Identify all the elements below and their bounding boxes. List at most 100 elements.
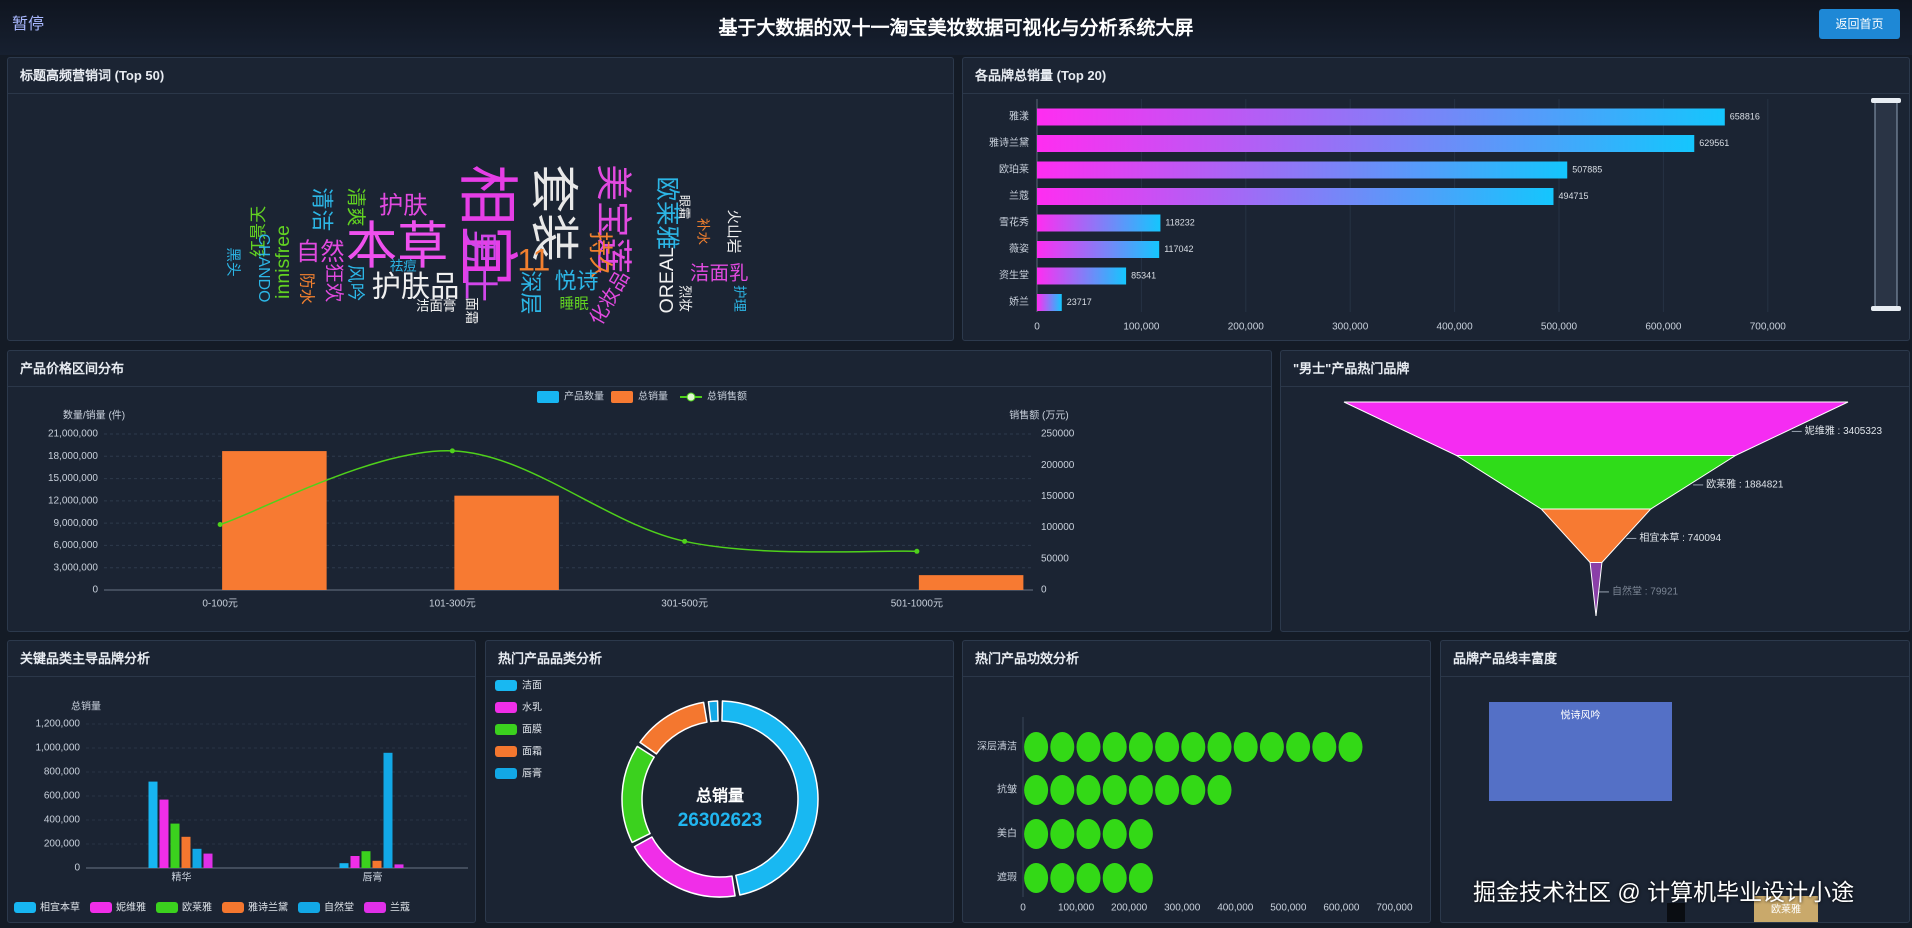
legend-swatch (495, 746, 517, 757)
data-label: 相宜本草 : 740094 (1639, 531, 1721, 544)
y-tick-label: 1,000,000 (36, 743, 81, 754)
bar (203, 853, 213, 868)
chart: 0 100,000 200,000 300,000 400,000 500,000 600,… (989, 98, 1901, 333)
bar (192, 848, 202, 868)
panel-title: 品牌产品线丰富度 (1441, 641, 1909, 677)
word: 清洁 (310, 188, 335, 232)
panel-title: 关键品类主导品牌分析 (8, 641, 475, 677)
legend-swatch (495, 680, 517, 691)
word: 持久 (586, 231, 613, 280)
back-button[interactable]: 返回首页 (1819, 9, 1900, 39)
legend-swatch (14, 902, 36, 913)
x-tick-label: 0-100元 (202, 599, 238, 610)
data-label: 23717 (1067, 297, 1092, 307)
line-point (449, 448, 455, 454)
chart: 0 100,000 200,000 300,000 400,000 500,000 600,… (977, 717, 1413, 914)
symbol (1181, 775, 1206, 805)
symbol (1076, 775, 1101, 805)
word: 烈妆 (677, 285, 692, 312)
word: 面霜 (464, 297, 479, 324)
center-value: 26302623 (678, 810, 763, 831)
funnel-layer (1454, 455, 1738, 510)
legend-swatch (298, 902, 320, 913)
y-tick-label: 雅诗兰黛 (989, 136, 1029, 149)
treemap-node (1489, 702, 1672, 801)
legend-label: 欧莱雅 (182, 901, 212, 914)
bar (339, 863, 349, 868)
legend-label: 雅诗兰黛 (248, 901, 288, 914)
x-tick-label: 301-500元 (661, 599, 708, 610)
symbol (1181, 732, 1206, 762)
y-tick-label: 深层清洁 (977, 740, 1017, 753)
pictorial-bar (1024, 819, 1153, 849)
y-tick-label: 遮瑕 (997, 871, 1017, 884)
symbol (1050, 819, 1075, 849)
symbol (1102, 863, 1127, 893)
data-label: 妮维雅 : 3405323 (1805, 424, 1883, 437)
data-label: 629561 (1699, 138, 1729, 148)
word: 清爽 (344, 188, 366, 227)
word: innisfree (272, 225, 294, 299)
y-tick-label: 雪花秀 (999, 216, 1029, 229)
y-tick-label: 12,000,000 (48, 495, 98, 506)
legend-swatch (156, 902, 178, 913)
word: 护理 (732, 285, 747, 312)
y2-tick-label: 200000 (1041, 460, 1075, 471)
y-tick-label: 9,000,000 (54, 518, 99, 529)
bar (1037, 188, 1554, 205)
legend-label: 唇膏 (522, 767, 542, 780)
bar (372, 860, 382, 868)
x-tick-label: 101-300元 (429, 599, 476, 610)
legend-label: 产品数量 (564, 390, 604, 403)
word: 深层 (518, 271, 543, 315)
symbol (1312, 732, 1337, 762)
y-axis-title: 数量/销量 (件) (63, 409, 125, 422)
symbol (1207, 775, 1232, 805)
legend-label: 兰蔻 (390, 901, 410, 914)
bar (1037, 241, 1160, 258)
legend-swatch (364, 902, 386, 913)
bar (383, 752, 393, 868)
bar (361, 851, 371, 868)
chart: 0 200,000 400,000 600,000 800,000 1,000,000 1,… (14, 700, 468, 914)
symbol (1076, 819, 1101, 849)
doughnut-slice (721, 700, 819, 896)
word: 狂欢 (322, 263, 344, 302)
legend-label: 洁面 (522, 679, 542, 692)
symbol (1102, 819, 1127, 849)
word: 黑头 (225, 247, 242, 276)
x-tick-label: 300,000 (1164, 903, 1201, 914)
y-tick-label: 400,000 (44, 815, 81, 826)
word: 眼霜 (678, 195, 692, 219)
data-label: 494715 (1558, 191, 1588, 201)
pause-button[interactable]: 暂停 (12, 16, 45, 33)
word: 自然 (296, 239, 345, 266)
x-tick-label: 400,000 (1437, 322, 1474, 333)
bar (350, 856, 360, 868)
bar (1037, 135, 1695, 152)
symbol (1286, 732, 1311, 762)
pictorial-bar (1024, 732, 1363, 762)
y2-tick-label: 50000 (1041, 553, 1069, 564)
y-tick-label: 600,000 (44, 791, 81, 802)
zoom-handle (1871, 306, 1901, 311)
word: 男士 (459, 229, 500, 302)
legend-label: 面霜 (522, 746, 542, 758)
panel-title: 产品价格区间分布 (8, 351, 1271, 387)
word: 护肤 (379, 193, 428, 220)
x-tick-label: 精华 (172, 871, 192, 884)
legend-label: 妮维雅 (116, 901, 146, 914)
doughnut-slice (707, 700, 719, 723)
x-tick-label: 700,000 (1376, 903, 1413, 914)
word: 欧莱雅 (653, 177, 680, 250)
symbol (1050, 863, 1075, 893)
legend-swatch (537, 391, 559, 403)
symbol (1102, 775, 1127, 805)
chart: 妮维雅 : 3405323 欧莱雅 : 1884821 相宜本草 : 740094 自… (1343, 401, 1883, 617)
symbol (1233, 732, 1258, 762)
page-title: 基于大数据的双十一淘宝美妆数据可视化与分析系统大屏 (718, 18, 1194, 39)
panel-title: 标题高频营销词 (Top 50) (8, 58, 953, 94)
y2-tick-label: 250000 (1041, 429, 1075, 440)
funnel-layer (1589, 562, 1603, 617)
y-tick-label: 3,000,000 (54, 562, 99, 573)
